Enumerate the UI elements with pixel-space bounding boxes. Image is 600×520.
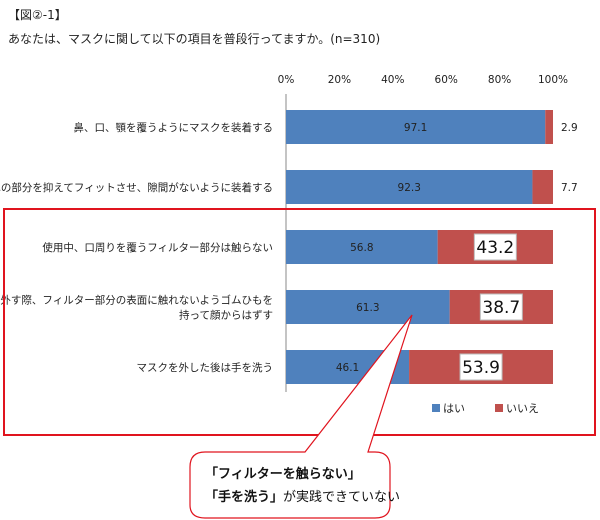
- x-tick-label: 20%: [328, 74, 351, 86]
- category-label: 鼻の部分を抑えてフィットさせ、隙間がないように装着する: [0, 181, 273, 194]
- data-label-no: 38.7: [482, 298, 520, 318]
- legend-swatch: [432, 404, 440, 412]
- callout-line-2: 「手を洗う」が実践できていない: [205, 489, 400, 505]
- data-label-box: [459, 353, 503, 381]
- x-axis-ticks: 0% 20% 40% 60% 80% 100%: [278, 74, 568, 86]
- data-label-yes: 92.3: [398, 182, 421, 194]
- callout: 「フィルターを触らない」 「手を洗う」が実践できていない: [189, 314, 413, 519]
- data-label-no: 53.9: [462, 358, 500, 378]
- callout-line-1: 「フィルターを触らない」: [205, 466, 361, 482]
- data-label-box: [479, 293, 523, 321]
- category-labels: 鼻、口、顎を覆うようにマスクを装着する鼻の部分を抑えてフィットさせ、隙間がないよ…: [0, 121, 273, 374]
- x-tick-label: 60%: [435, 74, 458, 86]
- figure-label: 【図②-1】: [8, 8, 67, 22]
- legend-label: はい: [443, 402, 465, 415]
- callout-balloon: [189, 314, 413, 519]
- x-tick-label: 0%: [278, 74, 295, 86]
- data-label-no: 7.7: [561, 182, 578, 194]
- category-label: 外す際、フィルター部分の表面に触れないようゴムひもを: [0, 294, 273, 307]
- x-tick-label: 80%: [488, 74, 511, 86]
- legend: はい いいえ: [432, 402, 539, 415]
- highlight-box: [3, 208, 596, 436]
- bar-yes: [286, 290, 450, 324]
- bar-no: [545, 110, 553, 144]
- data-label-yes: 46.1: [336, 362, 359, 374]
- bars: 97.1 2.9 92.3 7.7 56.8 43.2 61.3 38.7 46.1 53.9: [286, 110, 578, 384]
- data-label-no: 43.2: [476, 238, 514, 258]
- data-label-yes: 56.8: [350, 242, 373, 254]
- question-text: あなたは、マスクに関して以下の項目を普段行ってますか。(n=310): [8, 32, 381, 46]
- bar-no: [532, 170, 553, 204]
- category-label: マスクを外した後は手を洗う: [137, 361, 274, 374]
- x-tick-label: 100%: [538, 74, 568, 86]
- legend-swatch: [495, 404, 503, 412]
- data-label-box: [473, 233, 517, 261]
- category-label: 鼻、口、顎を覆うようにマスクを装着する: [74, 121, 274, 134]
- x-tick-label: 40%: [381, 74, 404, 86]
- category-label: 持って顔からはずす: [179, 309, 273, 322]
- bar-yes: [286, 110, 546, 144]
- bar-yes: [286, 230, 438, 264]
- legend-label: いいえ: [506, 402, 539, 415]
- category-label: 使用中、口周りを覆うフィルター部分は触らない: [42, 241, 273, 254]
- bar-yes: [286, 170, 533, 204]
- data-label-no: 2.9: [561, 122, 578, 134]
- data-label-yes: 61.3: [356, 302, 379, 314]
- data-label-yes: 97.1: [404, 122, 427, 134]
